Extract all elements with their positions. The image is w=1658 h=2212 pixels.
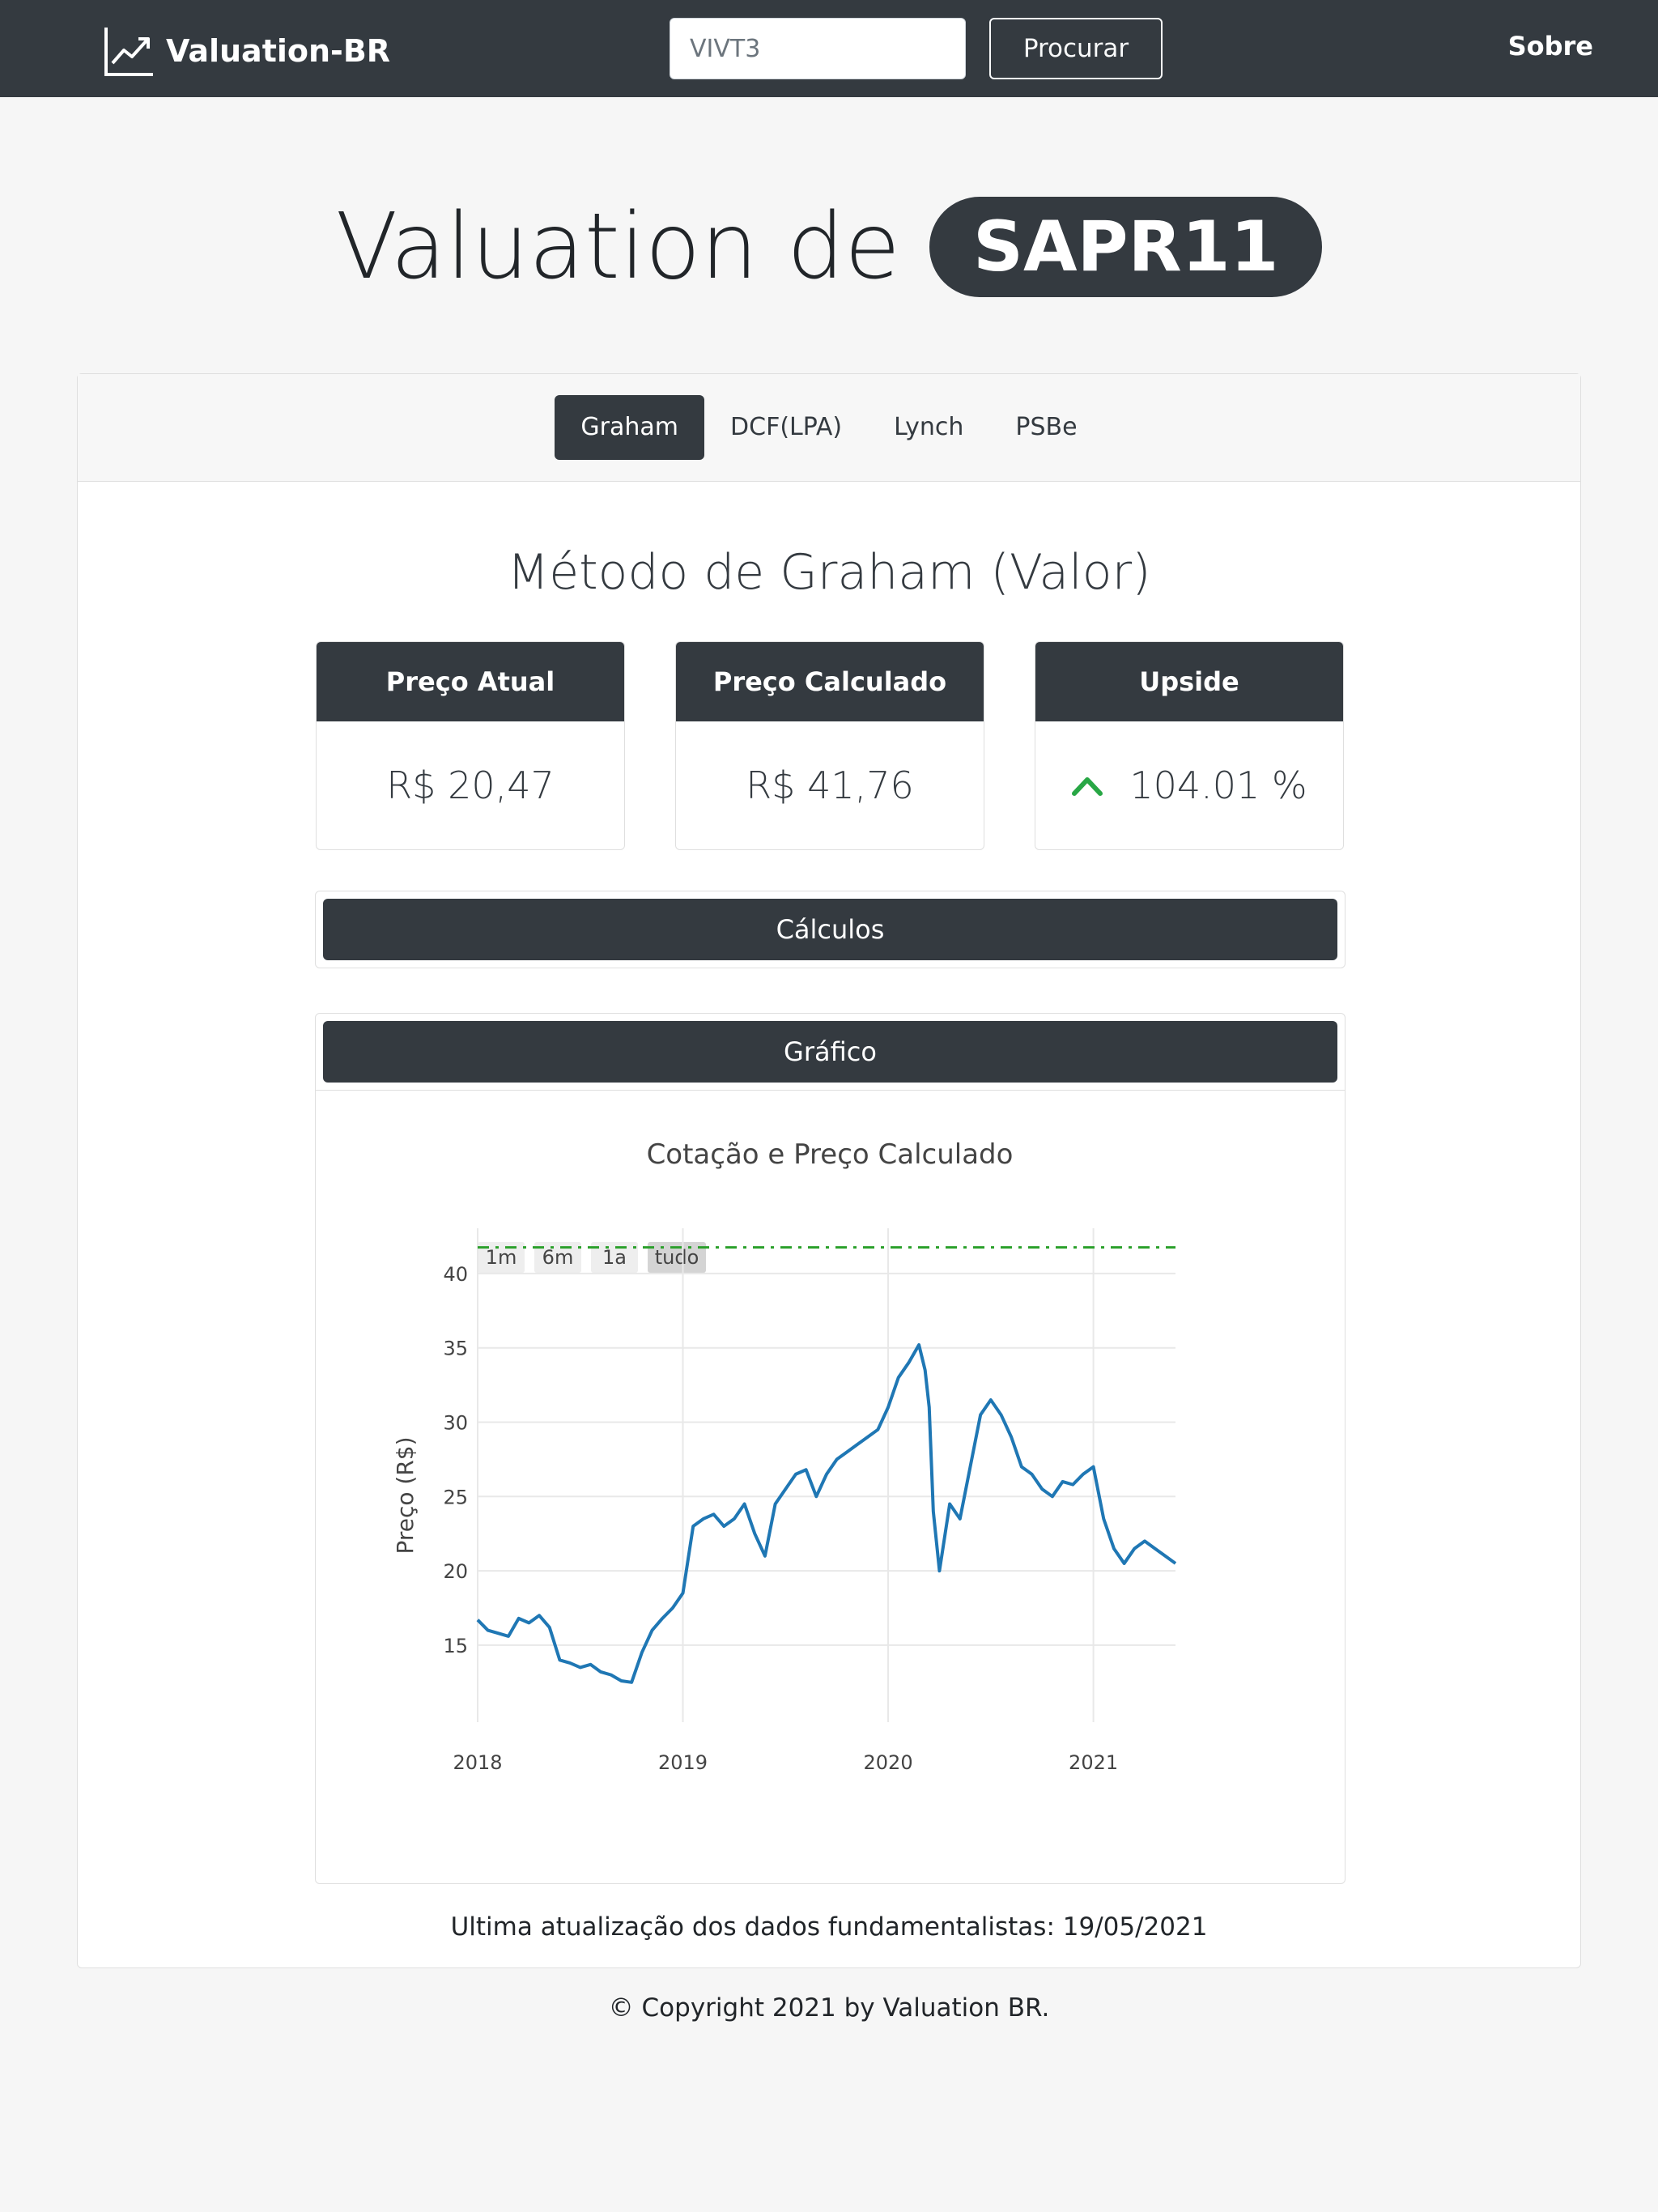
calculations-section: Cálculos: [315, 891, 1346, 968]
page-title-prefix: Valuation de: [335, 194, 900, 300]
stat-value: R$ 41,76: [746, 764, 914, 807]
y-tick-label: 40: [443, 1263, 468, 1286]
y-tick-label: 30: [443, 1412, 468, 1435]
last-update-label: Ultima atualização dos dados fundamental…: [450, 1912, 1208, 1942]
chart-toggle-button[interactable]: Gráfico: [323, 1021, 1337, 1083]
range-button-label[interactable]: 1m: [486, 1246, 517, 1269]
tab-dcf-lpa[interactable]: DCF(LPA): [730, 413, 843, 441]
chevron-up-icon: [1072, 777, 1103, 796]
tab-graham[interactable]: Graham: [555, 395, 705, 460]
stat-value-wrap: 104.01 %: [1035, 721, 1343, 849]
ticker-badge: SAPR11: [929, 197, 1323, 297]
range-button-label[interactable]: 1a: [602, 1246, 627, 1269]
copyright: © Copyright 2021 by Valuation BR.: [608, 1993, 1050, 2023]
stat-label: Preço Calculado: [676, 642, 984, 721]
brand-name: Valuation-BR: [166, 33, 391, 69]
stat-card-upside: Upside 104.01 %: [1035, 641, 1344, 850]
x-tick-label: 2018: [453, 1751, 502, 1774]
navbar: Valuation-BR Procurar Sobre: [0, 0, 1658, 97]
method-tabs: Graham DCF(LPA) Lynch PSBe: [78, 374, 1580, 482]
valuation-card: Graham DCF(LPA) Lynch PSBe Método de Gra…: [77, 373, 1581, 1968]
range-button-6m[interactable]: [534, 1242, 581, 1273]
tab-lynch[interactable]: Lynch: [894, 413, 964, 441]
chart-title: Cotação e Preço Calculado: [647, 1138, 1014, 1171]
stat-label: Upside: [1035, 642, 1343, 721]
y-axis-label: Preço (R$): [392, 1436, 419, 1554]
search-button[interactable]: Procurar: [989, 18, 1163, 79]
brand[interactable]: Valuation-BR: [103, 24, 390, 78]
x-tick-label: 2019: [658, 1751, 708, 1774]
stat-value: R$ 20,47: [386, 764, 555, 807]
x-tick-label: 2021: [1069, 1751, 1118, 1774]
chart-container: Cotação e Preço Calculado 1m 6m 1a tudo 15 20 2…: [316, 1090, 1345, 1887]
price-series-line: [476, 1343, 1177, 1684]
stat-label: Preço Atual: [317, 642, 624, 721]
chart-section: Gráfico Cotação e Preço Calculado 1m 6m 1a t…: [315, 1013, 1346, 1884]
range-button-label[interactable]: tudo: [655, 1246, 699, 1269]
y-tick-label: 25: [443, 1486, 468, 1508]
tab-psbe[interactable]: PSBe: [1015, 413, 1078, 441]
y-tick-label: 35: [443, 1338, 468, 1360]
x-tick-label: 2020: [864, 1751, 913, 1774]
stat-value: 104.01 %: [1129, 764, 1307, 807]
calculations-toggle-button[interactable]: Cálculos: [323, 899, 1337, 960]
stat-card-calculated-price: Preço Calculado R$ 41,76: [675, 641, 984, 850]
nav-link-about[interactable]: Sobre: [1507, 31, 1593, 62]
page-title: Valuation de SAPR11: [0, 186, 1658, 308]
y-tick-label: 20: [443, 1560, 468, 1583]
search-input[interactable]: [670, 18, 966, 79]
range-button-1m[interactable]: [478, 1242, 525, 1273]
range-button-1a[interactable]: [591, 1242, 638, 1273]
range-button-tudo[interactable]: [648, 1242, 706, 1273]
method-title: Método de Graham (Valor): [507, 544, 1151, 601]
stat-card-current-price: Preço Atual R$ 20,47: [316, 641, 625, 850]
y-tick-label: 15: [443, 1635, 468, 1657]
line-chart-trending-up-icon: [104, 28, 153, 76]
range-button-label[interactable]: 6m: [542, 1246, 574, 1269]
